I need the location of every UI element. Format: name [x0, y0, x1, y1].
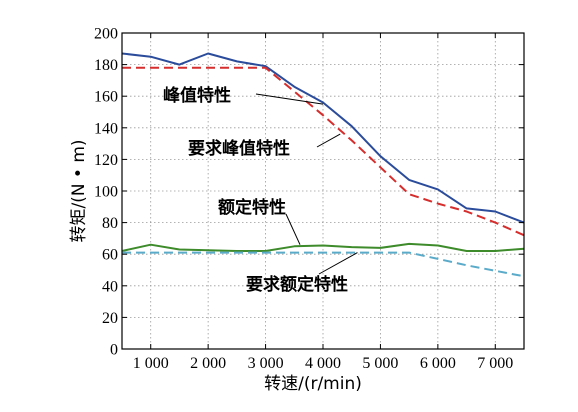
series-group: [121, 52, 525, 278]
grid: [122, 33, 524, 349]
y-tick-label: 80: [102, 215, 118, 232]
annotation-leader: [318, 252, 358, 275]
x-tick-label: 6 000: [420, 355, 456, 372]
y-tick-label: 140: [94, 120, 118, 137]
annotation-leader: [255, 93, 324, 105]
annotation-label: 额定特性: [218, 197, 286, 218]
y-tick-label: 20: [102, 310, 118, 327]
annotation-leader: [285, 213, 301, 245]
y-tick-label: 120: [94, 152, 118, 169]
series-line-2: [122, 66, 525, 237]
series-line-4: [122, 251, 525, 278]
y-tick-label: 160: [94, 89, 118, 106]
annotation-label: 要求额定特性: [246, 274, 348, 295]
annotation-leader: [316, 133, 341, 148]
y-tick-label: 200: [94, 26, 118, 43]
y-axis-label: 转矩/(N • m): [69, 139, 89, 242]
x-axis-label: 转速/(r/min): [264, 374, 362, 394]
x-tick-label: 5 000: [362, 355, 398, 372]
x-tick-label: 2 000: [190, 355, 226, 372]
x-tick-label: 4 000: [305, 355, 341, 372]
x-tick-label: 7 000: [477, 355, 513, 372]
y-tick-label: 100: [94, 184, 118, 201]
annotation-label: 要求峰值特性: [188, 138, 290, 159]
series-line-3: [121, 242, 525, 252]
y-tick-label: 0: [110, 342, 118, 359]
x-tick-label: 3 000: [248, 355, 284, 372]
y-tick-label: 180: [94, 57, 118, 74]
axes: 0 20 40 60 80 100 120 140 160 180 200 1 000 2 000 3 0…: [94, 26, 525, 372]
series-line-1: [121, 52, 525, 224]
x-tick-label: 1 000: [133, 355, 169, 372]
y-tick-label: 60: [102, 247, 118, 264]
y-tick-label: 40: [102, 278, 118, 295]
annotation-label: 峰值特性: [163, 85, 231, 106]
